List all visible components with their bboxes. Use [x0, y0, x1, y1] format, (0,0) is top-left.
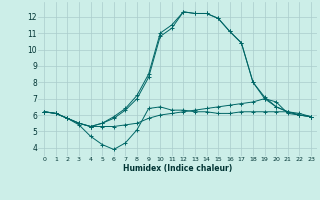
X-axis label: Humidex (Indice chaleur): Humidex (Indice chaleur): [123, 164, 232, 173]
